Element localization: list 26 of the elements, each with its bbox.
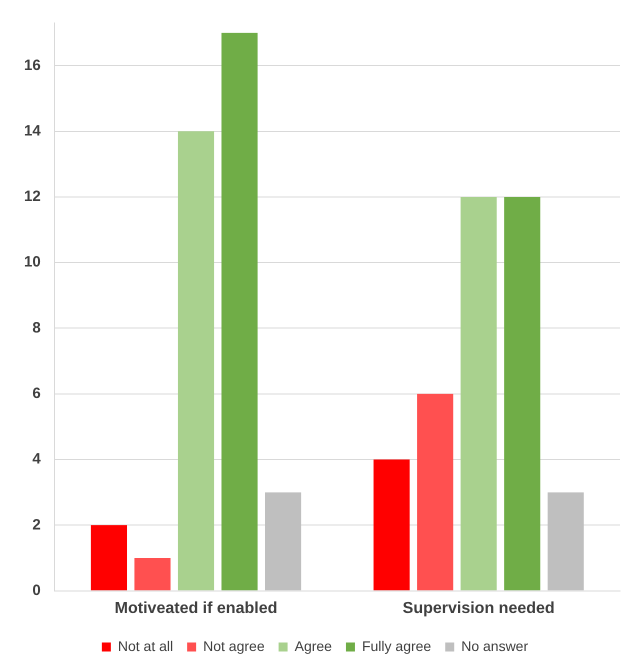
legend-label: Fully agree	[362, 638, 432, 654]
y-tick-label: 8	[32, 319, 41, 336]
y-tick-label: 10	[24, 254, 41, 271]
bar	[178, 131, 214, 590]
bar	[504, 196, 540, 590]
legend-label: Not at all	[118, 638, 174, 654]
bar	[265, 492, 302, 590]
legend-label: No answer	[461, 638, 528, 654]
bar	[90, 525, 128, 590]
bar	[134, 558, 171, 590]
y-tick-label: 0	[32, 582, 41, 599]
x-tick-label: Motiveated if enabled	[114, 600, 278, 617]
bar	[460, 196, 497, 590]
bar	[417, 394, 454, 590]
bar	[374, 460, 410, 590]
y-tick-label: 16	[24, 56, 41, 74]
legend-label: Not agree	[203, 638, 265, 654]
y-tick-label: 6	[32, 385, 41, 402]
y-tick-label: 14	[24, 122, 42, 140]
bar	[221, 32, 258, 590]
y-tick-label: 4	[32, 450, 42, 468]
x-tick-label: Supervision needed	[402, 600, 555, 617]
y-tick-label: 2	[32, 516, 41, 534]
y-tick-label: 12	[24, 188, 41, 206]
legend-label: Agree	[294, 638, 332, 654]
bar	[548, 492, 584, 590]
